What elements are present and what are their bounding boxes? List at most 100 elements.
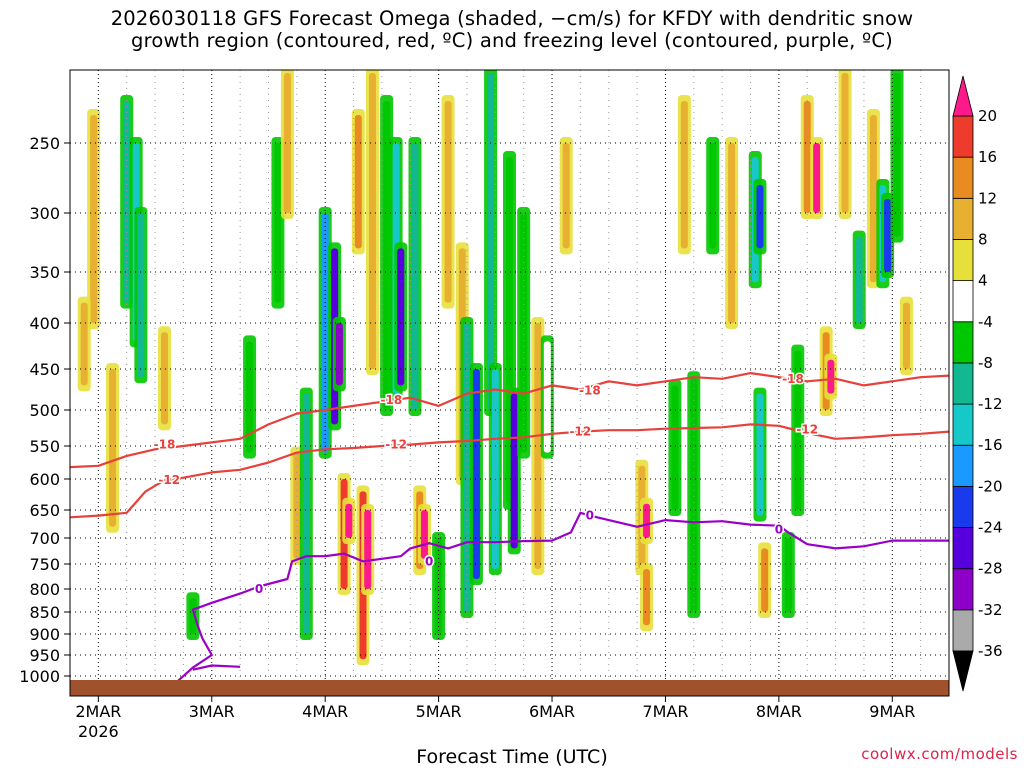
contours: -18 -18 -18 -18 -12 -12 -12 -12 0 0 0 0 — [70, 370, 949, 686]
omega-cell — [562, 143, 570, 249]
colorbar-label: -28 — [978, 560, 1003, 578]
colorbar-label: -12 — [978, 395, 1003, 413]
omega-cell — [364, 510, 372, 589]
colorbar-label: -4 — [978, 313, 993, 331]
y-tick-label: 650 — [29, 501, 60, 520]
omega-cell — [274, 143, 282, 303]
x-tick-label: 4MAR — [302, 702, 348, 721]
omega-cell — [709, 143, 717, 249]
omega-cell — [293, 452, 301, 559]
y-tick-label: 350 — [29, 263, 60, 282]
omega-cell — [510, 393, 518, 549]
colorbar-top-arrow — [952, 75, 974, 117]
omega-cell — [869, 115, 877, 283]
y-axis: 250 300 350 400 450 500 550 600 650 700 750 800 850 9… — [19, 134, 70, 686]
colorbar-bin — [952, 568, 974, 611]
omega-cell — [354, 115, 362, 249]
omega-cell — [813, 143, 821, 213]
x-tick-label: 8MAR — [756, 702, 802, 721]
x-tick-label: 6MAR — [529, 702, 575, 721]
chart-title: 2026030118 GFS Forecast Omega (shaded, −… — [0, 8, 1024, 52]
x-tick-label: 2MAR — [75, 702, 121, 721]
omega-cell — [487, 73, 495, 410]
omega-cell — [246, 341, 254, 453]
contour-label: -12 — [570, 425, 592, 439]
omega-cell — [472, 369, 480, 579]
contour-label: -18 — [782, 372, 804, 386]
omega-cell — [680, 101, 688, 249]
y-tick-label: 500 — [29, 401, 60, 420]
colorbar-bin — [952, 609, 974, 652]
omega-shading — [77, 70, 913, 666]
colorbar-label: -24 — [978, 519, 1003, 537]
omega-cell — [420, 510, 428, 559]
omega-cell — [189, 598, 197, 634]
omega-cell — [827, 359, 835, 394]
colorbar-bin — [952, 362, 974, 405]
ground — [70, 680, 949, 696]
y-tick-label: 900 — [29, 625, 60, 644]
colorbar: -36 -32 -28 -24 -20 -16 -12 -8 -4 4 8 12 16 20 — [952, 75, 1003, 692]
colorbar-label: -16 — [978, 436, 1003, 454]
x-axis: 2MAR 3MAR 4MAR 5MAR 6MAR 7MAR 8MAR 9MAR 2026 — [75, 696, 915, 741]
omega-cell — [756, 185, 764, 249]
contour-label: -12 — [796, 422, 818, 436]
plot-frame — [69, 69, 950, 697]
colorbar-bin — [952, 527, 974, 570]
colorbar-bin — [952, 115, 974, 158]
colorbar-label: -32 — [978, 601, 1003, 619]
contour-label: 0 — [255, 582, 263, 596]
omega-cell — [321, 213, 329, 453]
omega-cell — [345, 503, 353, 538]
colorbar-label: -20 — [978, 477, 1003, 495]
contour-line — [70, 372, 949, 469]
y-tick-label: 950 — [29, 646, 60, 665]
omega-cell — [137, 213, 145, 378]
x-tick-label: 9MAR — [869, 702, 915, 721]
colorbar-label: 8 — [978, 230, 988, 248]
y-tick-label: 550 — [29, 437, 60, 456]
omega-cell — [803, 101, 811, 213]
omega-cell — [784, 538, 792, 612]
colorbar-bin — [952, 403, 974, 446]
y-tick-label: 600 — [29, 470, 60, 489]
y-tick-label: 250 — [29, 134, 60, 153]
contour-label: -18 — [154, 438, 176, 452]
grid — [69, 70, 950, 696]
colorbar-bin — [952, 280, 974, 323]
contour-label: 0 — [586, 509, 594, 523]
y-tick-label: 750 — [29, 555, 60, 574]
contour-label: 0 — [775, 523, 783, 537]
colorbar-bottom-arrow — [952, 650, 974, 692]
colorbar-bin — [952, 485, 974, 528]
y-tick-label: 400 — [29, 314, 60, 333]
omega-cell — [109, 369, 117, 527]
y-tick-label: 850 — [29, 603, 60, 622]
omega-cell — [671, 385, 679, 510]
contour-label: -12 — [158, 473, 180, 487]
colorbar-label: -8 — [978, 354, 993, 372]
x-tick-label: 7MAR — [642, 702, 688, 721]
omega-cell — [368, 73, 376, 369]
title-line-1: 2026030118 GFS Forecast Omega (shaded, −… — [110, 7, 914, 30]
omega-cell — [893, 73, 901, 237]
y-tick-label: 700 — [29, 529, 60, 548]
colorbar-label: 4 — [978, 272, 988, 290]
omega-cell — [444, 101, 452, 303]
colorbar-label: 16 — [978, 148, 997, 166]
omega-cell — [690, 377, 698, 612]
omega-cell — [411, 143, 419, 410]
contour-label: -18 — [381, 393, 403, 407]
omega-cell — [756, 393, 764, 516]
omega-cell — [90, 115, 98, 323]
contour-label: -12 — [385, 438, 407, 452]
omega-cell — [283, 73, 291, 213]
contour-line — [192, 664, 241, 671]
y-tick-label: 300 — [29, 204, 60, 223]
omega-cell — [534, 323, 542, 569]
colorbar-bin — [952, 444, 974, 487]
omega-cell — [335, 323, 343, 386]
omega-cell — [520, 213, 528, 453]
colorbar-bin — [952, 197, 974, 240]
